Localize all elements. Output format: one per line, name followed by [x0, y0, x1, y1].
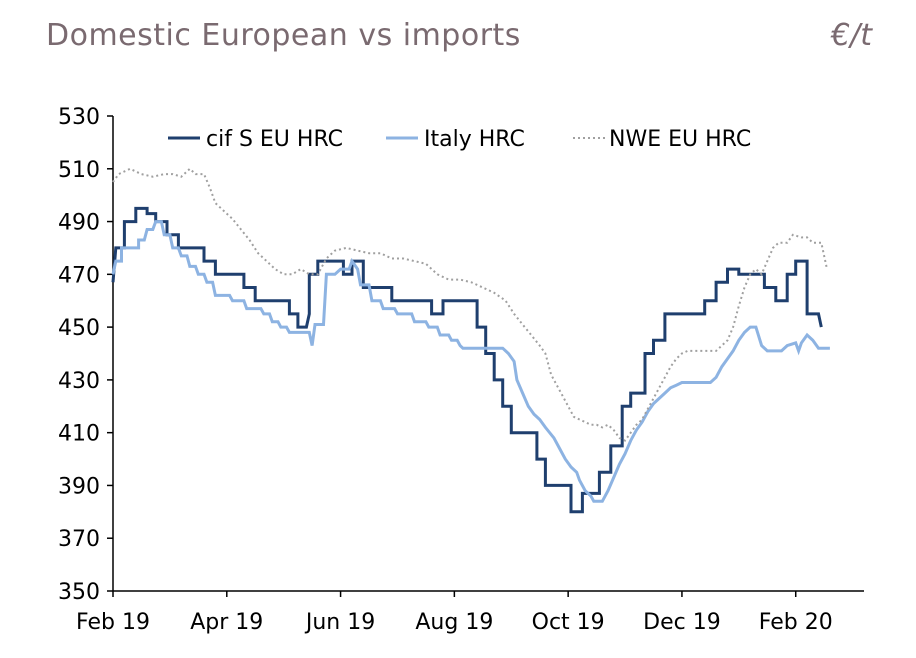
- x-tick-label: Oct 19: [532, 610, 605, 635]
- y-tick-label: 410: [58, 422, 100, 447]
- y-tick-label: 510: [58, 158, 100, 183]
- series-line-2: [112, 167, 828, 442]
- series-line-1: [111, 220, 830, 503]
- y-tick-label: 490: [58, 211, 100, 236]
- legend-label-2: NWE EU HRC: [609, 127, 751, 152]
- y-tick-label: 470: [58, 263, 100, 288]
- legend-label-1: Italy HRC: [424, 127, 525, 152]
- y-tick-label: 350: [58, 580, 100, 605]
- y-tick-label: 390: [58, 474, 100, 499]
- series-line-0: [111, 206, 823, 514]
- x-tick-label: Apr 19: [190, 610, 263, 635]
- x-tick-label: Aug 19: [415, 610, 493, 635]
- chart-title: Domestic European vs imports: [46, 18, 521, 53]
- x-tick-label: Feb 20: [759, 610, 833, 635]
- unit-label: €/t: [831, 18, 872, 53]
- y-tick-label: 370: [58, 527, 100, 552]
- x-tick-label: Dec 19: [643, 610, 721, 635]
- y-tick-label: 450: [58, 316, 100, 341]
- y-tick-label: 430: [58, 369, 100, 394]
- x-tick-label: Feb 19: [76, 610, 150, 635]
- legend-label-0: cif S EU HRC: [206, 127, 343, 152]
- x-tick-label: Jun 19: [304, 610, 375, 635]
- y-tick-label: 530: [58, 105, 100, 130]
